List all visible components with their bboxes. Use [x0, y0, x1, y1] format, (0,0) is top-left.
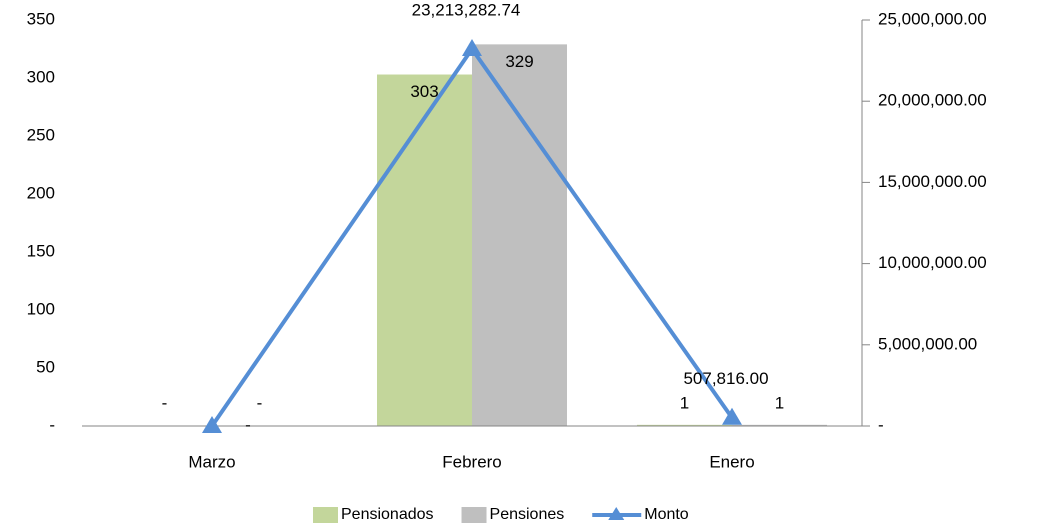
y2-tick-label: 5,000,000.00 [878, 334, 977, 353]
bar [732, 424, 827, 426]
y-tick-label: 300 [27, 67, 55, 86]
x-tick-label: Febrero [442, 452, 502, 471]
legend-swatch [313, 507, 338, 523]
y-tick-label: 350 [27, 9, 55, 28]
bar-value-label: 303 [410, 82, 438, 101]
legend-swatch [608, 507, 625, 520]
y2-tick-label: 20,000,000.00 [878, 91, 987, 110]
line-value-label: 507,816.00 [683, 369, 768, 388]
line-value-label: - [245, 415, 251, 434]
y-tick-label: 200 [27, 183, 55, 202]
line-value-label: 23,213,282.74 [412, 1, 521, 20]
y-tick-label: 150 [27, 241, 55, 260]
legend-swatch [461, 507, 487, 523]
bar-value-label: - [257, 393, 263, 412]
y-tick-label: 100 [27, 299, 55, 318]
line-marker [462, 39, 482, 57]
bar-value-label: 1 [680, 393, 689, 412]
bar [377, 74, 472, 427]
legend-label: Pensiones [490, 506, 565, 523]
legend-label: Pensionados [341, 506, 434, 523]
legend-label: Monto [644, 506, 689, 523]
bar [472, 44, 567, 427]
y-tick-label: 250 [27, 125, 55, 144]
x-tick-label: Enero [709, 452, 754, 471]
y-tick-label: - [49, 415, 55, 434]
bar [637, 424, 732, 426]
bar-value-label: - [162, 393, 168, 412]
x-tick-label: Marzo [188, 452, 235, 471]
bar-value-label: 329 [505, 52, 533, 71]
y-tick-label: 50 [36, 357, 55, 376]
y2-tick-label: 10,000,000.00 [878, 253, 987, 272]
bar-value-label: 1 [775, 393, 784, 412]
line-marker [722, 407, 742, 425]
line-marker [202, 416, 222, 433]
y2-tick-label: 15,000,000.00 [878, 172, 987, 191]
y2-tick-label: - [878, 415, 884, 434]
y2-tick-label: 25,000,000.00 [878, 9, 987, 28]
